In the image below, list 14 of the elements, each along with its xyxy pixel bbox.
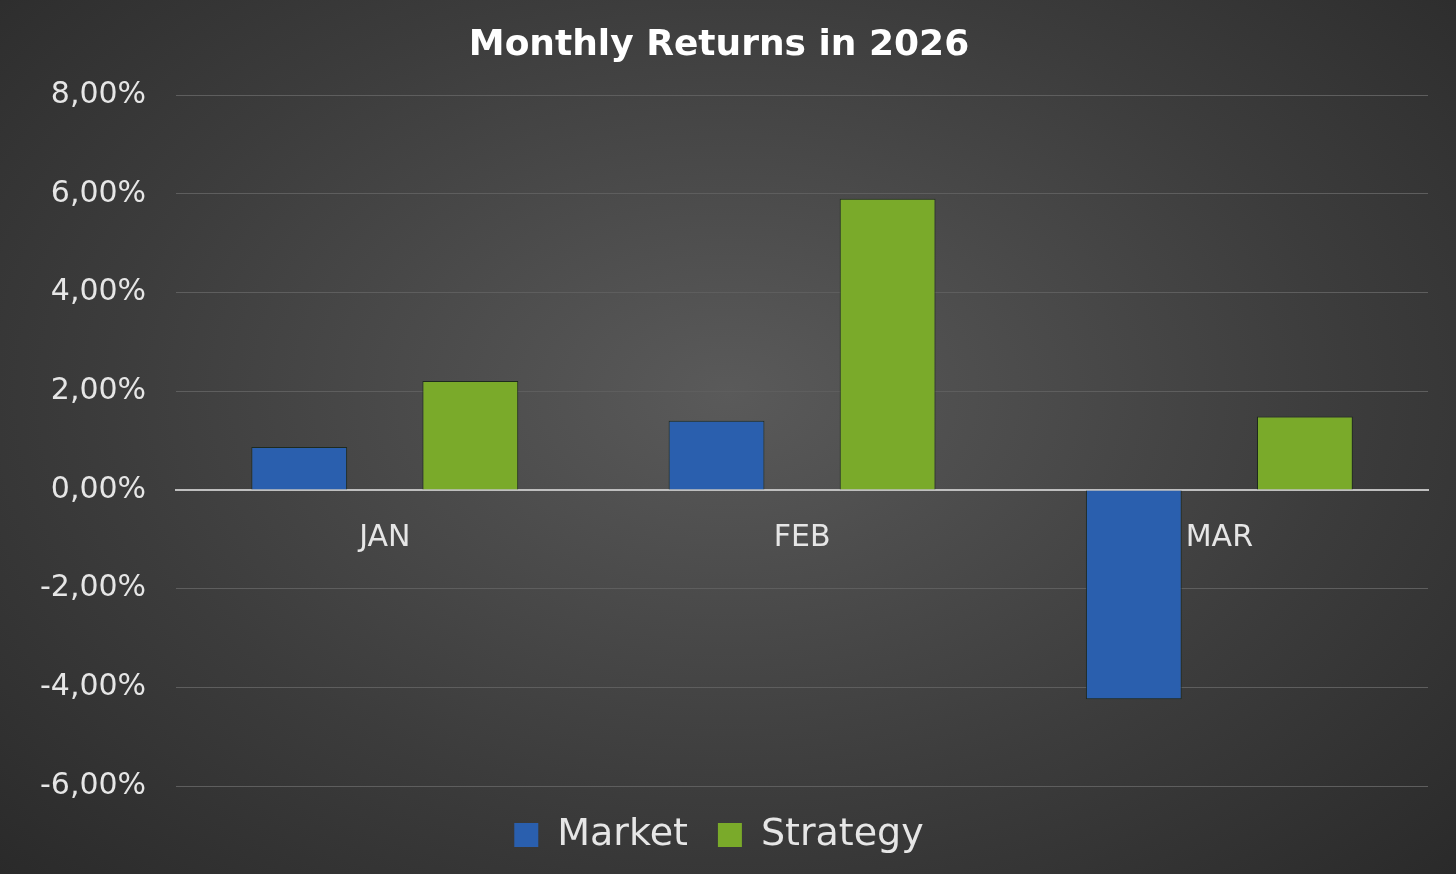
legend-label: Strategy: [760, 809, 924, 854]
y-tick-label: 8,00%: [50, 75, 147, 110]
y-tick-label: 4,00%: [50, 272, 147, 308]
y-tick-label: -6,00%: [39, 765, 147, 801]
legend-label: Market: [557, 809, 688, 854]
y-tick-label: 0,00%: [50, 469, 147, 505]
x-tick-label: JAN: [357, 517, 411, 553]
x-tick-label: MAR: [1185, 517, 1253, 553]
y-tick-label: -4,00%: [39, 667, 147, 703]
y-tick-label: 2,00%: [50, 371, 147, 407]
y-tick-label: -2,00%: [39, 568, 147, 604]
y-tick-label: 6,00%: [50, 173, 147, 209]
x-tick-label: FEB: [773, 517, 831, 553]
chart-title: Monthly Returns in 2026: [468, 21, 970, 63]
